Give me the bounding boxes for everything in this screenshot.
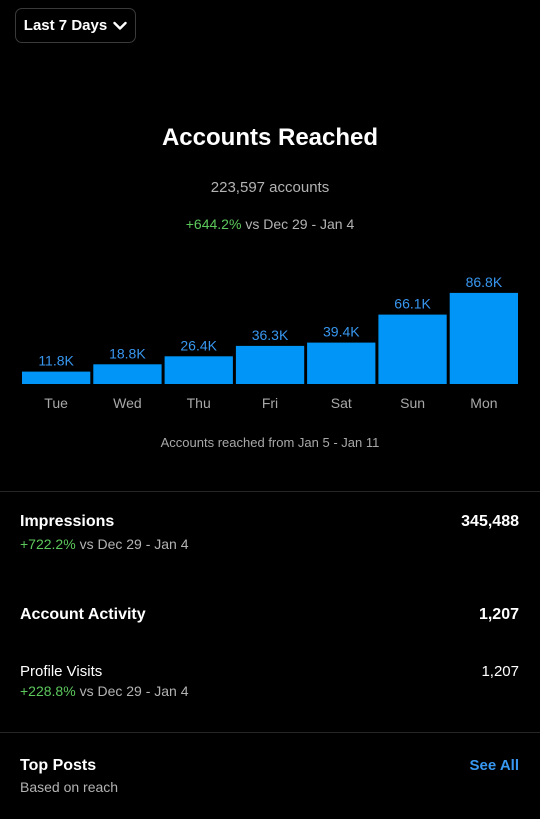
chart-caption: Accounts reached from Jan 5 - Jan 11 [160,435,380,450]
x-axis-tick-label: Thu [187,395,211,411]
profile-visits-value: 1,207 [481,663,519,680]
profile-visits-change: +228.8% [20,683,76,699]
x-axis-tick-label: Fri [262,395,278,411]
see-all-link[interactable]: See All [469,757,519,774]
x-axis-tick-label: Sat [331,395,352,411]
chart-bar-mon [449,292,518,384]
bar-value-label: 86.8K [466,274,503,290]
profile-visits-change-line: +228.8% vs Dec 29 - Jan 4 [20,683,189,699]
top-posts-label: Top Posts [20,757,97,774]
account-activity-label: Account Activity [20,606,146,623]
impressions-change-line: +722.2% vs Dec 29 - Jan 4 [20,536,189,552]
impressions-value: 345,488 [461,513,519,530]
chart-bar-fri [235,345,305,384]
chart-bar-sat [307,342,376,384]
impressions-label: Impressions [20,513,115,530]
section-divider [0,732,540,733]
top-posts-subtitle: Based on reach [20,779,119,795]
date-range-label: Last 7 Days [23,17,108,34]
chart-bar-thu [164,356,233,384]
bar-value-label: 66.1K [394,296,431,312]
bar-value-label: 26.4K [180,337,217,353]
accounts-reached-change-line: +644.2% vs Dec 29 - Jan 4 [0,216,540,232]
accounts-reached-bar-chart: 11.8K Tue 18.8K Wed 26.4K Thu 36.3K Fri 39.4K Sat… [22,274,518,411]
profile-visits-comparison: vs Dec 29 - Jan 4 [79,683,189,699]
accounts-reached-change: +644.2% [185,216,242,232]
x-axis-tick-label: Sun [400,395,425,411]
x-axis-tick-label: Mon [470,395,497,411]
bar-value-label: 36.3K [252,327,289,343]
chevron-down-icon [113,21,127,30]
accounts-reached-count: 223,597 accounts [210,179,330,196]
bar-value-label: 39.4K [323,324,360,340]
section-divider [0,491,540,492]
impressions-comparison: vs Dec 29 - Jan 4 [79,536,189,552]
impressions-change: +722.2% [20,536,76,552]
bar-value-label: 11.8K [38,353,74,369]
account-activity-value: 1,207 [478,606,519,623]
date-range-dropdown[interactable]: Last 7 Days [15,8,136,43]
chart-bar-tue [22,371,91,384]
chart-bar-wed [93,364,162,384]
accounts-reached-title: Accounts Reached [161,124,379,151]
bar-value-label: 18.8K [109,345,146,361]
x-axis-tick-label: Tue [44,395,68,411]
profile-visits-label: Profile Visits [20,663,103,680]
accounts-reached-comparison: vs Dec 29 - Jan 4 [245,216,355,232]
chart-bar-sun [378,314,447,384]
x-axis-tick-label: Wed [113,395,142,411]
